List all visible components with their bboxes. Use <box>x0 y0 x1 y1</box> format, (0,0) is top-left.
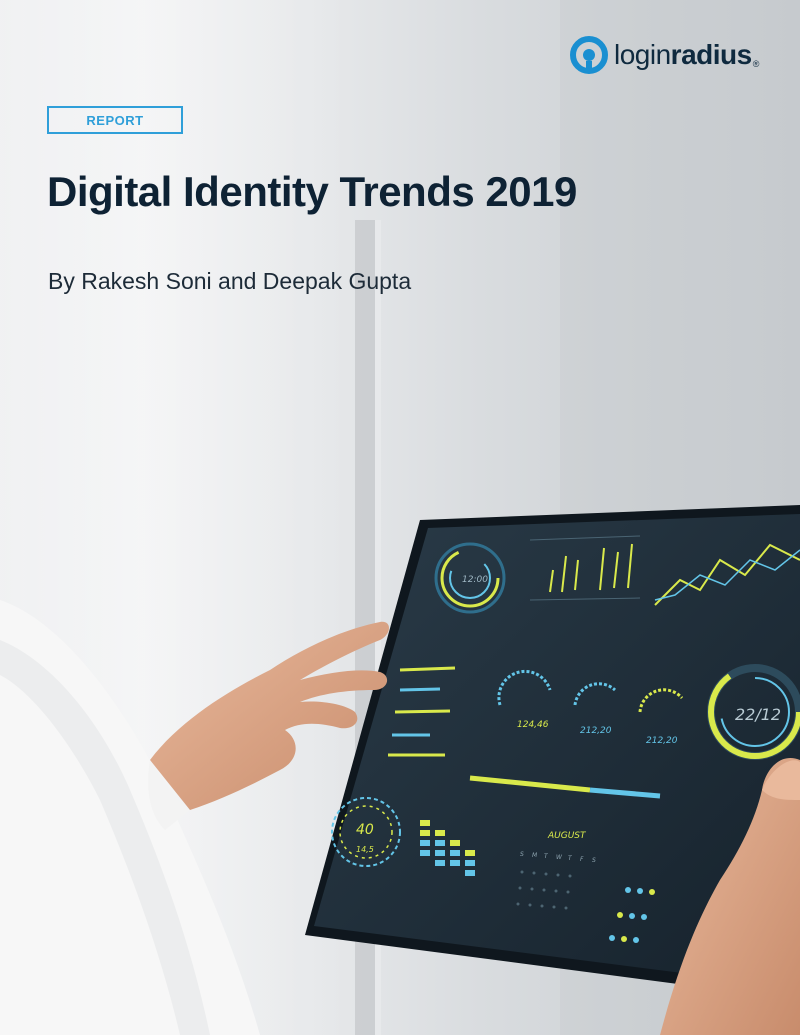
svg-text:T: T <box>568 855 573 862</box>
svg-text:M: M <box>532 852 538 859</box>
gauge-value-1: 124,46 <box>517 720 549 730</box>
right-hand <box>660 758 800 1035</box>
svg-text:F: F <box>580 856 584 863</box>
report-badge: REPORT <box>47 106 183 134</box>
logo-wordmark: loginradius® <box>614 39 759 70</box>
calendar-weekdays: S M T W T F S <box>520 851 596 864</box>
tablet: 12:00 124, <box>305 505 800 1000</box>
small-ring-label: 12:00 <box>462 575 488 585</box>
gauge-value-3: 212,20 <box>646 736 678 746</box>
brand-logo: loginradius® <box>570 36 759 74</box>
logo-mark-icon <box>570 36 608 74</box>
report-title: Digital Identity Trends 2019 <box>47 168 577 215</box>
ring-label: 22/12 <box>735 705 781 724</box>
svg-text:S: S <box>592 857 596 864</box>
speed-sub: 14,5 <box>356 845 374 854</box>
svg-text:T: T <box>544 853 549 860</box>
svg-text:S: S <box>520 851 524 858</box>
svg-text:W: W <box>556 854 563 861</box>
speed-value: 40 <box>356 822 374 838</box>
report-authors: By Rakesh Soni and Deepak Gupta <box>48 268 412 294</box>
gauge-value-2: 212,20 <box>580 726 612 736</box>
left-hand <box>150 621 389 810</box>
calendar-month: AUGUST <box>547 831 587 841</box>
